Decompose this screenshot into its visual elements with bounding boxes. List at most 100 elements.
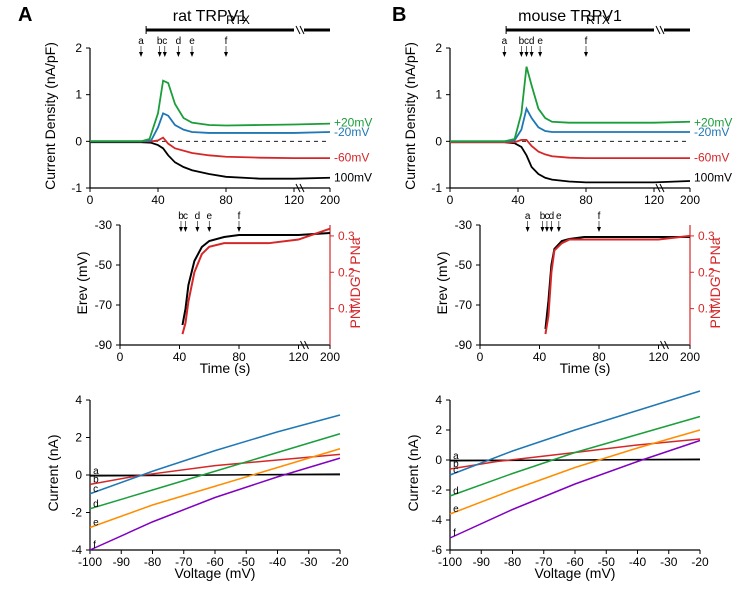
svg-text:-80: -80 (504, 555, 522, 569)
ylabel-top-b: Current Density (nA/pF) (402, 36, 418, 196)
svg-text:-1: -1 (71, 181, 82, 195)
svg-text:2: 2 (435, 41, 442, 55)
svg-text:-60mV: -60mV (334, 151, 369, 165)
panel-label-a: A (18, 4, 32, 27)
svg-text:80: 80 (592, 350, 606, 364)
svg-text:a: a (502, 36, 508, 47)
svg-text:c: c (453, 465, 458, 476)
svg-text:f: f (93, 540, 96, 551)
svg-text:e: e (453, 504, 459, 515)
svg-text:f: f (238, 211, 241, 222)
svg-text:1: 1 (75, 88, 82, 102)
svg-text:-30: -30 (455, 218, 473, 232)
svg-text:f: f (225, 36, 228, 47)
svg-text:0.2: 0.2 (698, 265, 715, 279)
svg-text:120: 120 (648, 350, 668, 364)
svg-text:120: 120 (284, 193, 304, 207)
ylabel-top-a: Current Density (nA/pF) (42, 36, 58, 196)
svg-text:a: a (138, 36, 144, 47)
ylabel-bot-b: Current (nA) (405, 403, 421, 543)
svg-text:-90: -90 (473, 555, 491, 569)
svg-text:2: 2 (75, 431, 82, 445)
svg-text:2: 2 (75, 41, 82, 55)
svg-text:40: 40 (533, 350, 547, 364)
chart-mid-b: -90-70-50-300.10.20.304080120200abcdef (480, 225, 690, 345)
svg-text:c: c (162, 36, 167, 47)
svg-text:d: d (453, 486, 459, 497)
svg-text:100mV: 100mV (694, 171, 732, 185)
svg-text:-50: -50 (95, 258, 113, 272)
svg-text:-2: -2 (71, 506, 82, 520)
svg-text:200: 200 (320, 193, 340, 207)
svg-text:0: 0 (75, 468, 82, 482)
svg-text:-90: -90 (95, 338, 113, 352)
svg-text:40: 40 (151, 193, 165, 207)
svg-text:-4: -4 (431, 513, 442, 527)
col-title-a: rat TRPV1 (90, 8, 330, 26)
svg-text:d: d (93, 499, 99, 510)
chart-bot-a: -4-2024-100-90-80-70-60-50-40-30-20abcde… (90, 400, 340, 550)
svg-text:+20mV: +20mV (334, 116, 372, 130)
svg-text:0: 0 (447, 193, 454, 207)
svg-text:0.1: 0.1 (338, 302, 355, 316)
svg-text:4: 4 (435, 393, 442, 407)
svg-text:-40: -40 (269, 555, 287, 569)
panel-label-b: B (392, 4, 406, 27)
svg-text:200: 200 (680, 350, 700, 364)
svg-text:-50: -50 (238, 555, 256, 569)
svg-text:0: 0 (477, 350, 484, 364)
svg-text:120: 120 (288, 350, 308, 364)
svg-text:d: d (549, 211, 555, 222)
svg-text:-80: -80 (144, 555, 162, 569)
svg-text:-30: -30 (95, 218, 113, 232)
svg-text:-90: -90 (455, 338, 473, 352)
svg-text:-50: -50 (598, 555, 616, 569)
chart-mid-a: -90-70-50-300.10.20.304080120200bcdef (120, 225, 330, 345)
svg-text:c: c (93, 484, 98, 495)
svg-text:+20mV: +20mV (694, 116, 732, 130)
svg-text:-60mV: -60mV (694, 151, 729, 165)
svg-text:e: e (189, 36, 195, 47)
svg-text:40: 40 (173, 350, 187, 364)
svg-text:100mV: 100mV (334, 171, 372, 185)
svg-text:-20: -20 (691, 555, 709, 569)
svg-text:0.3: 0.3 (338, 229, 355, 243)
svg-text:-60: -60 (206, 555, 224, 569)
svg-text:-20: -20 (331, 555, 349, 569)
svg-text:e: e (93, 518, 99, 529)
svg-text:f: f (453, 528, 456, 539)
svg-text:-60: -60 (566, 555, 584, 569)
svg-text:f: f (598, 211, 601, 222)
svg-text:c: c (183, 211, 188, 222)
svg-text:200: 200 (320, 350, 340, 364)
svg-text:2: 2 (435, 423, 442, 437)
svg-text:-2: -2 (431, 483, 442, 497)
svg-text:80: 80 (579, 193, 593, 207)
svg-text:RTX: RTX (586, 13, 610, 27)
svg-text:-100: -100 (438, 555, 462, 569)
svg-text:f: f (585, 36, 588, 47)
svg-text:0: 0 (435, 134, 442, 148)
svg-text:-70: -70 (535, 555, 553, 569)
svg-text:e: e (556, 211, 562, 222)
svg-text:0: 0 (117, 350, 124, 364)
svg-text:4: 4 (75, 393, 82, 407)
ylabel-bot-a: Current (nA) (45, 403, 61, 543)
col-title-b: mouse TRPV1 (450, 8, 690, 26)
svg-text:-30: -30 (300, 555, 318, 569)
svg-text:-30: -30 (660, 555, 678, 569)
svg-text:80: 80 (219, 193, 233, 207)
svg-text:-70: -70 (455, 298, 473, 312)
svg-text:-40: -40 (629, 555, 647, 569)
svg-text:0.2: 0.2 (338, 265, 355, 279)
svg-text:-70: -70 (95, 298, 113, 312)
svg-text:-50: -50 (455, 258, 473, 272)
svg-text:d: d (176, 36, 182, 47)
svg-text:0.1: 0.1 (698, 302, 715, 316)
svg-text:0: 0 (435, 453, 442, 467)
ylabel-mid-b: Erev (mV) (434, 223, 450, 343)
chart-top-a: -101204080120200RTXabcdef100mV-60mV-20mV… (90, 48, 330, 188)
svg-text:-100: -100 (78, 555, 102, 569)
svg-text:120: 120 (644, 193, 664, 207)
svg-text:RTX: RTX (226, 13, 250, 27)
